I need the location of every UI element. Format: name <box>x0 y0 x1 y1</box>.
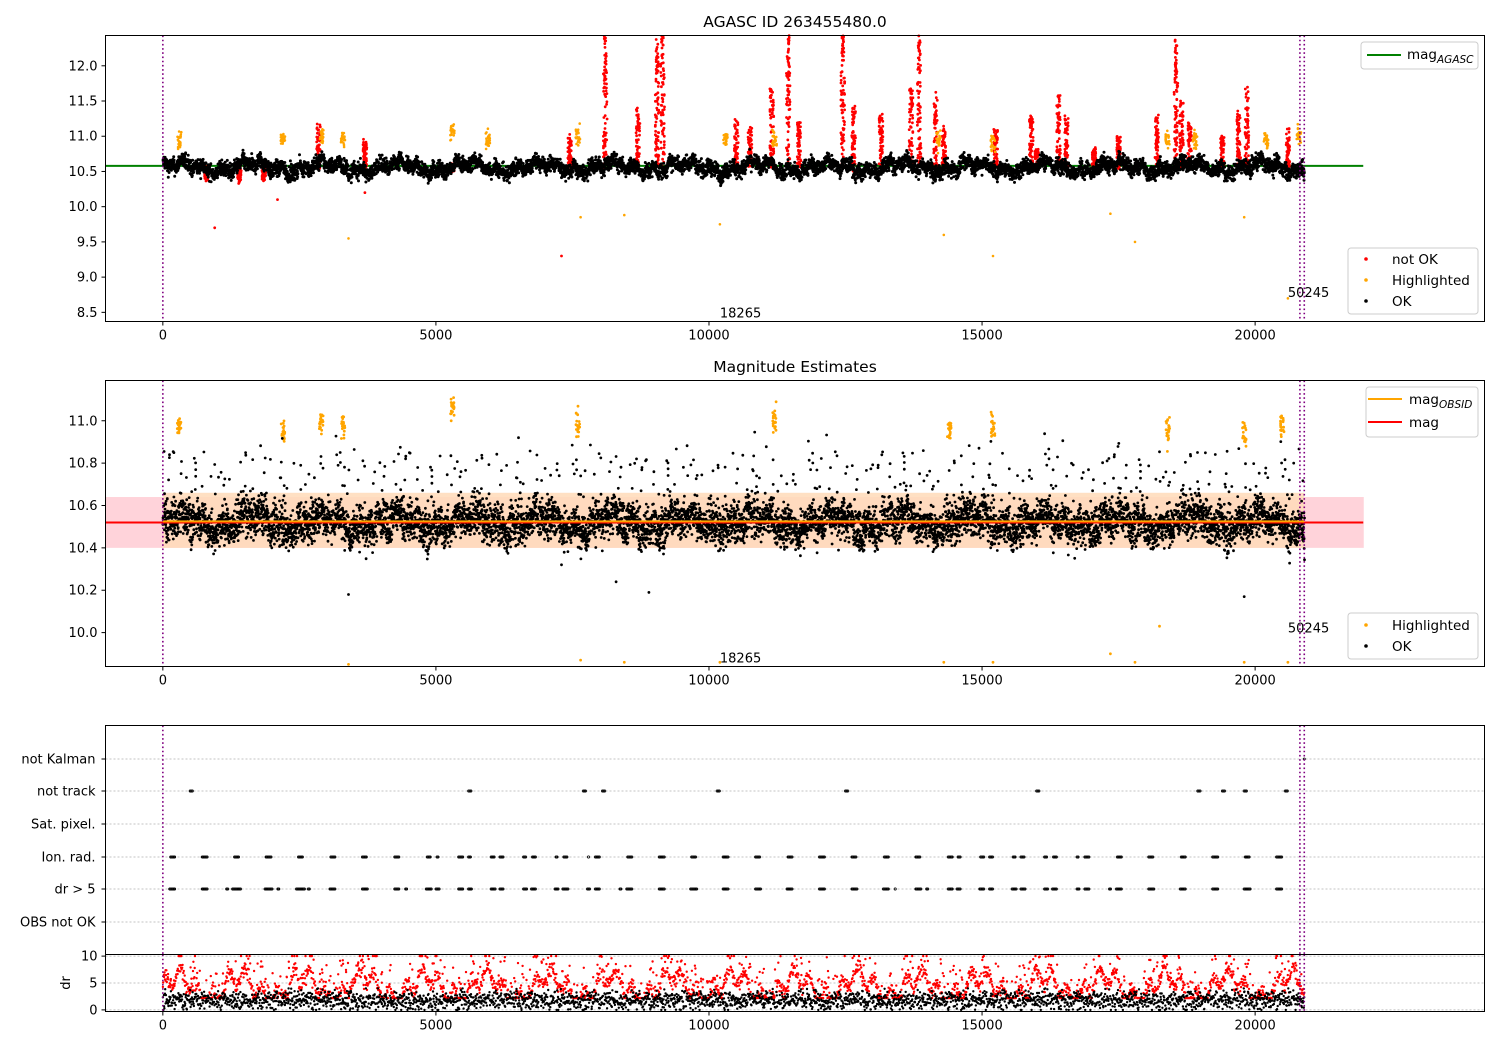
dr-gt-5-markers <box>168 887 1284 891</box>
flag-label: dr > 5 <box>54 883 95 898</box>
agasc-panel: AGASC ID 263455480.0 18265 50245 0 5000 100… <box>69 13 1485 344</box>
obsid-annotation: 18265 <box>720 651 761 666</box>
x-tick-label: 20000 <box>1234 1019 1275 1034</box>
magnitude-panel-title: Magnitude Estimates <box>713 358 877 376</box>
y-tick-label: 12.0 <box>69 59 98 74</box>
y-tick-label: 10.5 <box>69 165 98 180</box>
obsid-annotation: 50245 <box>1288 286 1329 301</box>
dr-good-points <box>161 987 1306 1012</box>
legend-marker-ok <box>1364 299 1368 303</box>
x-tick-label: 10000 <box>688 329 729 344</box>
magnitude-panel: Magnitude Estimates 18265 50245 0 5000 1000… <box>69 358 1485 689</box>
legend-label-highlighted-2: Highlighted <box>1392 618 1470 634</box>
x-tick-label: 20000 <box>1234 674 1275 689</box>
y-tick-label: 10.8 <box>69 457 98 472</box>
not-track-markers <box>188 789 1289 793</box>
x-tick-label: 15000 <box>961 674 1002 689</box>
obsid-annotation: 18265 <box>720 306 761 321</box>
y-tick-label: 10.2 <box>69 584 98 599</box>
y-tick-label: 11.5 <box>69 95 98 110</box>
x-tick-label: 0 <box>159 1019 167 1034</box>
agasc-panel-title: AGASC ID 263455480.0 <box>703 13 887 31</box>
flag-label: Ion. rad. <box>42 851 96 866</box>
x-tick-label: 0 <box>159 329 167 344</box>
y-tick-label: 10.6 <box>69 499 98 514</box>
x-tick-label: 5000 <box>419 329 452 344</box>
flag-label: Sat. pixel. <box>31 818 95 833</box>
magnitude-legend-bottom: Highlighted OK <box>1347 612 1479 660</box>
ion-rad-markers <box>169 855 1284 859</box>
dr-bad-points <box>161 954 1306 1000</box>
ok-points <box>161 430 1306 599</box>
legend-marker-not-ok <box>1364 257 1368 261</box>
agasc-panel-frame <box>105 35 1485 322</box>
ok-points <box>161 147 1306 188</box>
legend-label-highlighted: Highlighted <box>1392 273 1470 289</box>
flags-scatter-points <box>168 757 1306 891</box>
y-tick-label: 0 <box>89 1003 97 1018</box>
magnitude-scatter-points <box>161 396 1306 666</box>
legend-marker-highlighted-2 <box>1364 623 1368 627</box>
x-tick-label: 5000 <box>419 674 452 689</box>
legend-label-mag-obsid: magOBSID <box>1409 392 1472 411</box>
magnitude-panel-frame <box>105 380 1485 667</box>
y-tick-label: 9.5 <box>77 235 98 250</box>
magnitude-legend-top: magOBSID mag <box>1365 386 1479 438</box>
legend-marker-highlighted <box>1364 278 1368 282</box>
flag-label: OBS not OK <box>20 916 96 931</box>
agasc-scatter-points <box>161 34 1306 300</box>
legend-label-ok-2: OK <box>1392 639 1413 655</box>
legend-marker-ok-2 <box>1364 644 1368 648</box>
agasc-legend-bottom: not OK Highlighted OK <box>1347 247 1479 315</box>
legend-label-not-ok: not OK <box>1392 252 1439 268</box>
x-tick-label: 15000 <box>961 329 1002 344</box>
y-tick-label: 5 <box>89 977 97 992</box>
x-tick-label: 5000 <box>419 1019 452 1034</box>
flag-label: not track <box>37 785 96 800</box>
flag-label: not Kalman <box>21 753 95 768</box>
flags-panel: not Kalman not track Sat. pixel. Ion. rad. d… <box>20 725 1485 955</box>
y-tick-label: 10.0 <box>69 200 98 215</box>
agasc-legend-top: magAGASC <box>1360 41 1479 70</box>
dr-scatter-points <box>161 954 1306 1012</box>
y-tick-label: 11.0 <box>69 130 98 145</box>
x-tick-label: 10000 <box>688 674 729 689</box>
x-tick-label: 20000 <box>1234 329 1275 344</box>
y-tick-label: 10 <box>81 950 98 965</box>
x-tick-label: 0 <box>159 674 167 689</box>
y-tick-label: 10.0 <box>69 626 98 641</box>
y-tick-label: 9.0 <box>77 271 98 286</box>
legend-label-mag: mag <box>1409 415 1439 431</box>
y-tick-label: 11.0 <box>69 414 98 429</box>
obsid-annotation: 50245 <box>1288 622 1329 637</box>
legend-label-mag-agasc: magAGASC <box>1407 47 1474 66</box>
dr-axis-label: dr <box>59 976 74 990</box>
dr-panel: 0 5000 10000 15000 20000 0 5 10 dr <box>59 950 1485 1034</box>
x-tick-label: 10000 <box>688 1019 729 1034</box>
y-tick-label: 8.5 <box>77 306 98 321</box>
x-tick-label: 15000 <box>961 1019 1002 1034</box>
y-tick-label: 10.4 <box>69 541 98 556</box>
legend-label-ok: OK <box>1392 294 1413 310</box>
